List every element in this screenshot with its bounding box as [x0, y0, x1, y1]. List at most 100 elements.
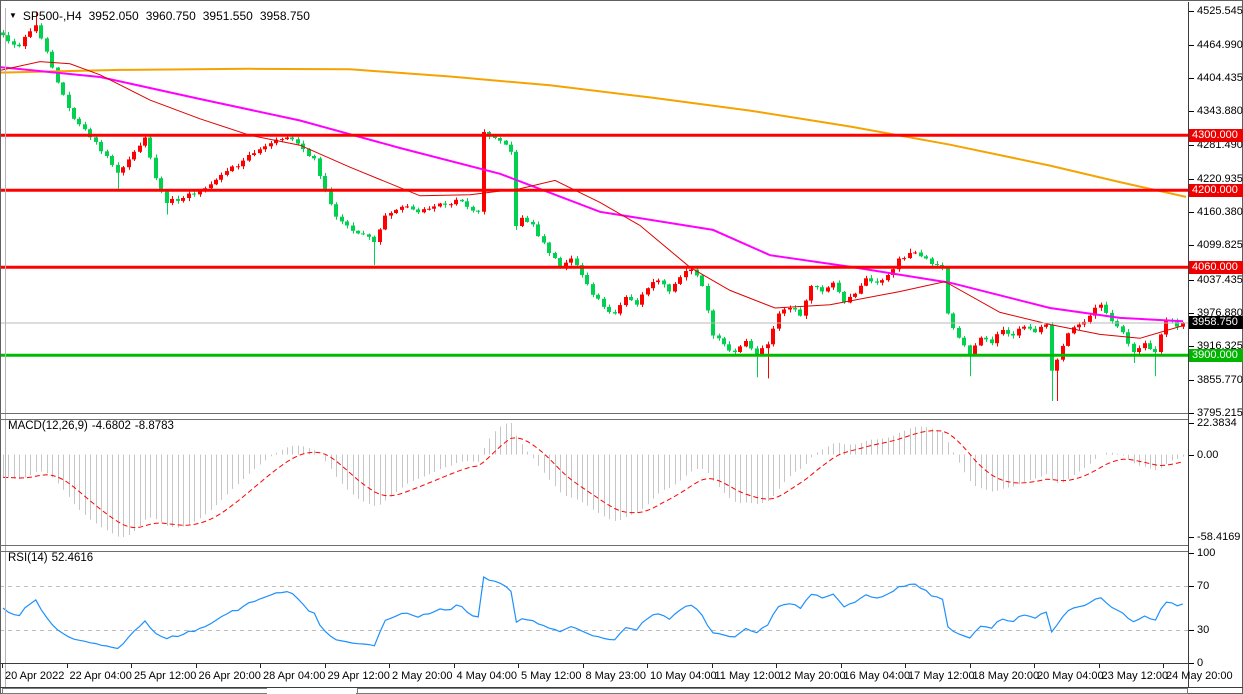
- candle: [569, 258, 573, 263]
- candle: [777, 313, 781, 329]
- candle: [1066, 333, 1070, 346]
- candle: [138, 145, 142, 152]
- candle: [1153, 349, 1157, 352]
- hline-price-badge-3900: 3900.000: [1189, 348, 1243, 362]
- rsi-value: 52.4616: [51, 552, 94, 564]
- slow-ma-line: [0, 67, 1187, 198]
- scrollbar-track-left[interactable]: [2, 688, 268, 694]
- time-tick: [582, 664, 584, 668]
- symbol-dropdown-icon[interactable]: ▼: [9, 11, 17, 20]
- time-label: 16 May 04:00: [843, 670, 911, 682]
- hline-price-badge-4060: 4060.000: [1189, 260, 1243, 274]
- candle: [476, 210, 480, 212]
- bottom-strip: [0, 688, 1243, 694]
- candle: [684, 271, 688, 278]
- candle: [269, 143, 273, 147]
- candle: [1033, 328, 1037, 333]
- candle: [356, 230, 360, 234]
- rsi-label: 100: [1197, 547, 1216, 559]
- candle: [1175, 321, 1179, 327]
- candle: [771, 328, 775, 345]
- macd-signal-line: [2, 430, 1183, 529]
- candle: [493, 136, 497, 139]
- price-tick: [1189, 245, 1194, 246]
- candle: [61, 82, 65, 95]
- candle: [662, 280, 666, 285]
- candle: [575, 258, 579, 266]
- candle: [400, 206, 404, 210]
- price-label: 3795.215: [1197, 407, 1243, 419]
- candle: [17, 44, 21, 47]
- candle: [460, 199, 464, 202]
- time-label: 12 May 20:00: [779, 670, 846, 682]
- candle: [853, 293, 857, 297]
- candle: [345, 221, 349, 226]
- price-label: 4343.880: [1197, 105, 1243, 117]
- candle: [1126, 332, 1130, 344]
- candle: [394, 209, 398, 214]
- candle: [438, 203, 442, 207]
- candle: [602, 298, 606, 307]
- time-tick: [1098, 664, 1100, 668]
- candle: [498, 138, 502, 141]
- candle: [815, 286, 819, 288]
- candle: [793, 308, 797, 310]
- candle: [329, 190, 333, 205]
- candle: [613, 312, 617, 314]
- candle: [848, 296, 852, 303]
- candle: [1148, 343, 1152, 350]
- time-tick: [260, 664, 261, 668]
- candle: [471, 206, 475, 211]
- candle: [263, 146, 267, 150]
- price-tick: [1189, 78, 1194, 79]
- time-tick: [969, 664, 971, 668]
- candle: [962, 337, 966, 346]
- time-label: 22 Apr 04:00: [69, 670, 132, 682]
- candle: [187, 193, 191, 198]
- candle: [88, 129, 92, 138]
- candle: [1001, 330, 1005, 335]
- candle: [258, 149, 262, 154]
- candle: [340, 216, 344, 222]
- quote-low: 3951.550: [202, 9, 253, 23]
- candle: [760, 348, 764, 355]
- time-tick: [711, 664, 713, 668]
- macd-main-value: -4.6802: [91, 420, 131, 432]
- candle: [378, 229, 382, 242]
- candle: [640, 294, 644, 305]
- scrollbar-thumb[interactable]: [267, 688, 356, 694]
- scrollbar-track-right[interactable]: [357, 688, 1188, 694]
- price-label: 3976.880: [1197, 307, 1243, 319]
- candle: [831, 282, 835, 288]
- candle: [553, 253, 557, 259]
- price-label: 4464.990: [1197, 39, 1243, 51]
- rsi-tick: [1189, 586, 1194, 587]
- candle: [241, 160, 245, 167]
- time-axis[interactable]: 20 Apr 2022 22 Apr 04:00 25 Apr 12:00 26 Ap…: [0, 664, 1243, 686]
- candle: [105, 151, 109, 156]
- candle: [230, 166, 234, 172]
- candle: [837, 282, 841, 292]
- candle: [154, 157, 158, 179]
- candle: [28, 31, 32, 37]
- time-label: 23 May 12:00: [1101, 670, 1169, 682]
- candle: [99, 141, 103, 152]
- candle: [252, 153, 256, 155]
- candle: [454, 199, 458, 205]
- candle: [148, 137, 152, 158]
- macd-label: -58.4169: [1197, 531, 1241, 543]
- candle: [159, 178, 163, 192]
- candle: [525, 217, 529, 222]
- candle: [67, 94, 71, 108]
- price-axis[interactable]: 4300.000 4200.000 4060.000 3900.000 3958…: [1189, 0, 1243, 687]
- candle: [646, 288, 650, 295]
- candle: [738, 346, 742, 352]
- candle: [673, 283, 677, 292]
- rsi-tick: [1189, 630, 1194, 631]
- quote-open: 3952.050: [88, 9, 139, 23]
- candle: [564, 262, 568, 268]
- candle: [12, 41, 16, 45]
- candle: [558, 258, 562, 268]
